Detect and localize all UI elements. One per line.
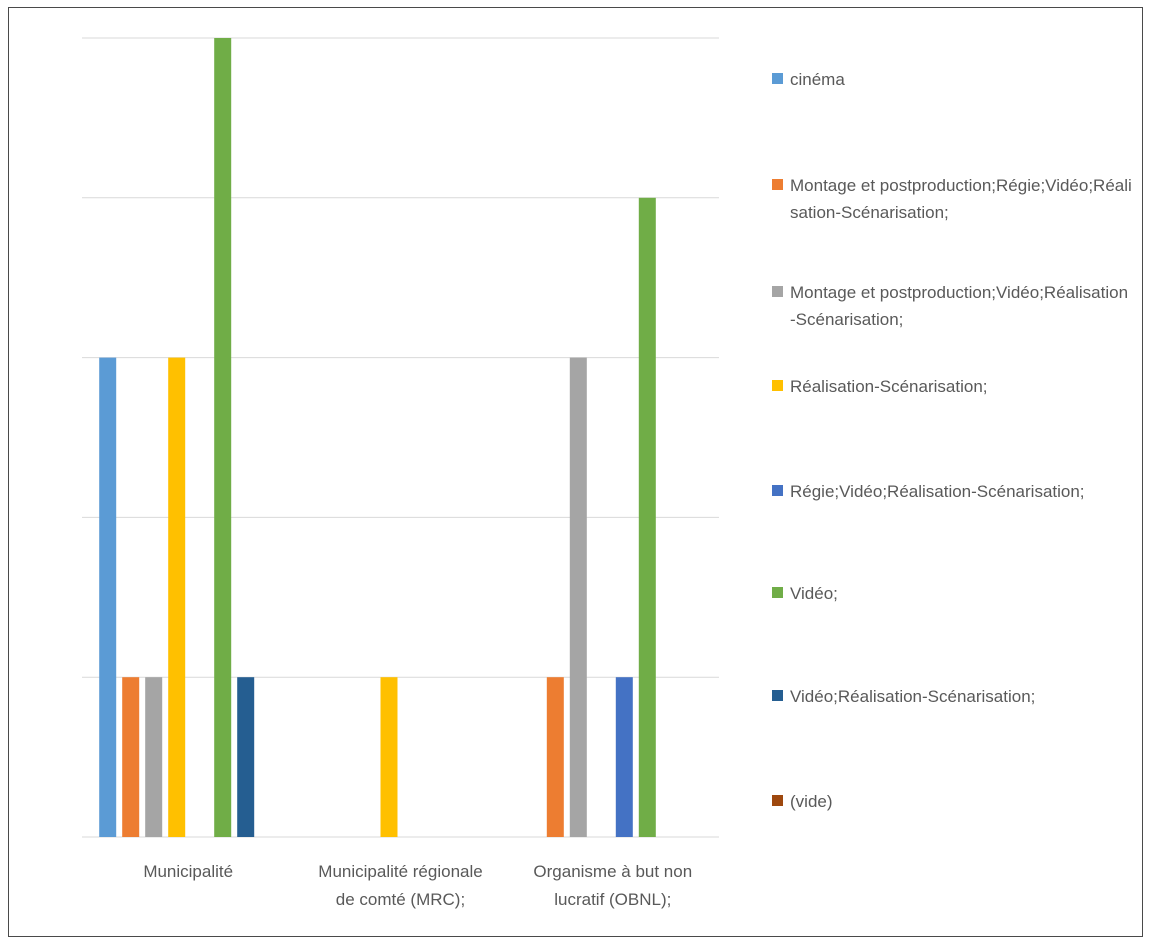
bar (569, 357, 587, 837)
legend-label: Régie;Vidéo;Réalisation-Scénarisation; (790, 482, 1085, 501)
bar (99, 357, 117, 837)
x-tick-label: Organisme à but non lucratif (OBNL); (533, 862, 692, 909)
bar (380, 677, 398, 837)
bar (145, 677, 163, 837)
legend-label: Montage et postproduction;Vidéo;Réalisat… (790, 283, 1129, 329)
bar (638, 197, 656, 838)
legend-label: Vidéo; (790, 584, 838, 603)
legend-item: cinéma (772, 66, 1132, 93)
legend-swatch (772, 286, 783, 297)
legend-swatch (772, 73, 783, 84)
legend-swatch (772, 485, 783, 496)
legend-label: Vidéo;Réalisation-Scénarisation; (790, 687, 1036, 706)
legend-swatch (772, 690, 783, 701)
bar (615, 677, 633, 837)
gridlines (82, 37, 719, 838)
legend-label: Montage et postproduction;Régie;Vidéo;Ré… (790, 176, 1132, 222)
legend-item: Régie;Vidéo;Réalisation-Scénarisation; (772, 478, 1132, 505)
chart-frame: Municipalité Municipalité régionale de com… (8, 7, 1143, 937)
bar (546, 677, 564, 837)
bar (214, 38, 232, 837)
legend-label: (vide) (790, 792, 833, 811)
legend-item: Vidéo;Réalisation-Scénarisation; (772, 683, 1132, 710)
legend-item: Montage et postproduction;Vidéo;Réalisat… (772, 279, 1132, 333)
x-tick-label: Municipalité régionale de comté (MRC); (318, 862, 482, 909)
bar (237, 677, 255, 837)
legend-item: Montage et postproduction;Régie;Vidéo;Ré… (772, 172, 1132, 226)
legend-label: cinéma (790, 70, 845, 89)
bar (122, 677, 140, 837)
legend-swatch (772, 587, 783, 598)
x-axis-tick-labels: Municipalité Municipalité régionale de com… (143, 862, 692, 909)
legend-item: Réalisation-Scénarisation; (772, 373, 1132, 400)
legend-item: Vidéo; (772, 580, 1132, 607)
bars (99, 38, 656, 838)
bar-chart: Municipalité Municipalité régionale de com… (82, 37, 719, 909)
legend-swatch (772, 380, 783, 391)
x-tick-label: Municipalité (143, 862, 233, 881)
bar (168, 357, 186, 837)
legend-swatch (772, 179, 783, 190)
legend-swatch (772, 795, 783, 806)
legend-item: (vide) (772, 788, 1132, 815)
legend-label: Réalisation-Scénarisation; (790, 377, 988, 396)
